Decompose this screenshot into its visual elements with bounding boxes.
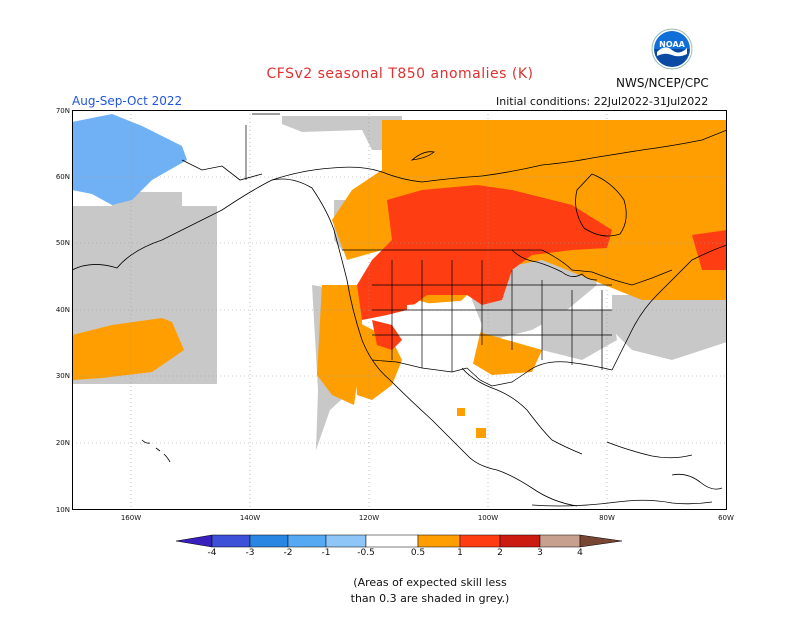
colorbar-tick: -0.5 [357,548,375,558]
lat-label-50n: 50N [55,239,70,247]
colorbar-bin [211,534,251,548]
lat-label-70n: 70N [55,107,70,115]
lon-label-100w: 100W [477,514,499,522]
colorbar-bin [249,534,289,548]
initial-conditions: Initial conditions: 22Jul2022-31Jul2022 [496,95,709,108]
colorbar-tick: -2 [283,548,293,558]
lat-label-60n: 60N [55,173,70,181]
colorbar [175,534,623,548]
colorbar-bin [325,534,367,548]
colorbar-bin [499,534,541,548]
colorbar-tick: -4 [207,548,217,558]
map-frame [72,110,727,510]
colorbar-bin [365,534,419,548]
colorbar-bin [539,534,581,548]
lat-label-40n: 40N [55,306,70,314]
season-label: Aug-Sep-Oct 2022 [72,94,183,108]
logo-text: NOAA [659,40,685,49]
colorbar-tick: -3 [245,548,255,558]
skill-note: (Areas of expected skill less than 0.3 a… [0,575,800,607]
lon-label-140w: 140W [239,514,261,522]
colorbar-tick: 3 [537,548,543,558]
coastlines [72,129,727,507]
lon-label-60w: 60W [718,514,734,522]
colorbar-upper-arrow [579,534,623,548]
colorbar-tick: 4 [577,548,583,558]
colorbar-bin [459,534,501,548]
colorbar-bin [417,534,461,548]
lon-label-120w: 120W [358,514,380,522]
lat-label-20n: 20N [55,439,70,447]
colorbar-tick: -1 [321,548,331,558]
colorbar-tick: 0.5 [410,548,426,558]
lat-label-10n: 10N [55,506,70,514]
noaa-logo-icon: NOAA [651,28,693,70]
lat-label-30n: 30N [55,372,70,380]
borders [245,113,673,387]
light-blue-cool-area [72,114,187,205]
skill-note-line2: than 0.3 are shaded in grey.) [350,592,510,605]
map-plot [72,110,727,510]
colorbar-tick: 1 [457,548,463,558]
lon-label-80w: 80W [599,514,615,522]
agency-label: NWS/NCEP/CPC [616,76,709,90]
red-strong-warm-areas [357,185,727,350]
colorbar-bin [287,534,327,548]
skill-note-line1: (Areas of expected skill less [353,576,507,589]
colorbar-tick: 2 [497,548,503,558]
colorbar-lower-arrow [175,534,213,548]
chart-title: CFSv2 seasonal T850 anomalies (K) [266,66,534,82]
lon-label-160w: 160W [120,514,142,522]
